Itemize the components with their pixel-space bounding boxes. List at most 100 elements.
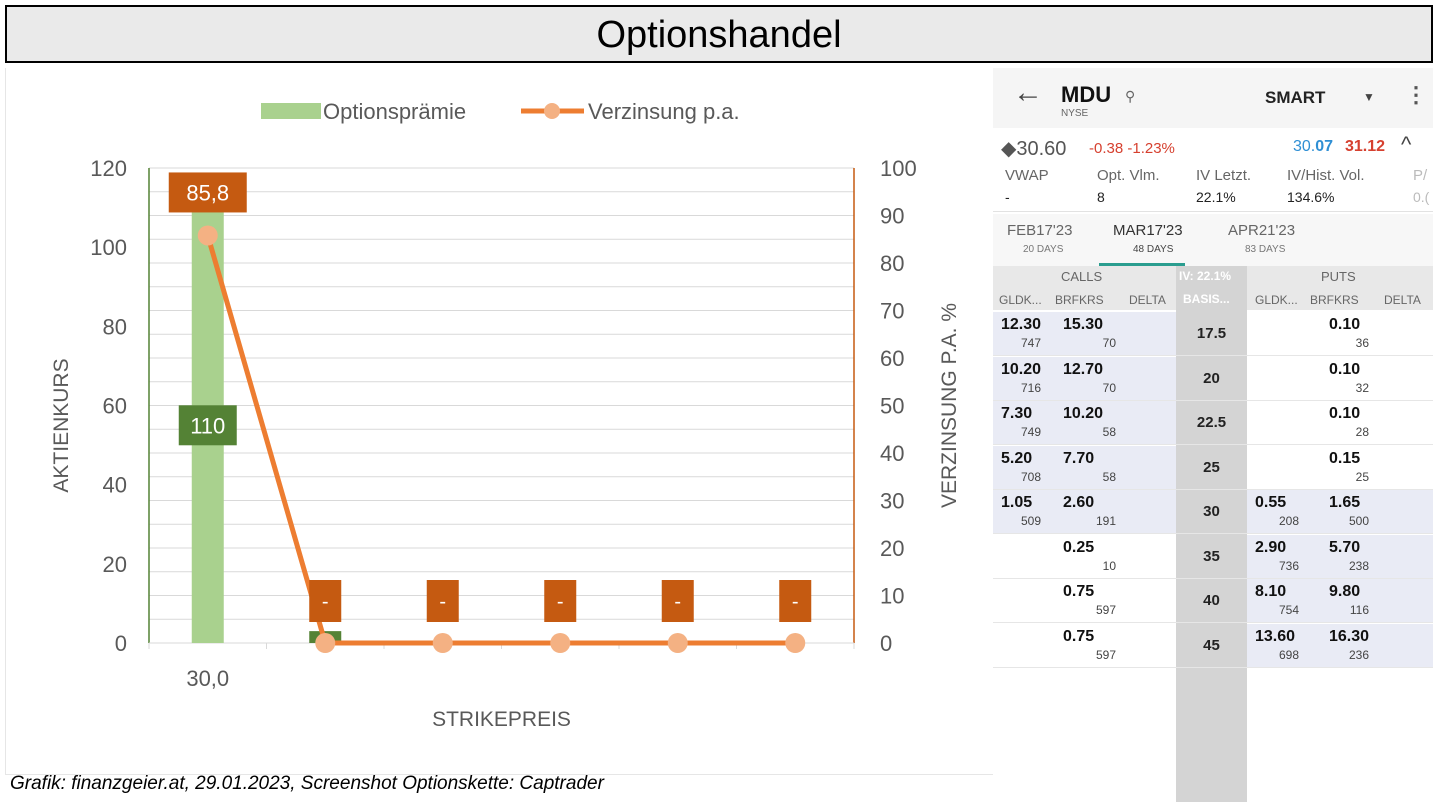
strike-value: 25 [1203, 458, 1220, 476]
tab-expiry[interactable]: APR21'23 [1228, 222, 1296, 239]
call-ask: 2.60 [1063, 494, 1095, 511]
col-put-bid: GLDK... [1255, 293, 1298, 307]
chart-area: 0 20 40 60 80 100 120 0 10 20 30 40 50 60 70 80 90 100 30,… [5, 68, 994, 775]
chain-row[interactable]: 7.30 749 10.20 58 22.5 0.10 28 [993, 401, 1433, 445]
tab-expiry-days: 20 DAYS [1023, 244, 1064, 255]
option-chain-screenshot: ← MDU ⚲ NYSE SMART ▼ ⋮ ◆30.60 -0.38 -1.2… [993, 68, 1433, 802]
strike-value: 30 [1203, 503, 1220, 520]
y-tick-label: 120 [90, 156, 127, 181]
collapse-icon[interactable]: ^ [1401, 132, 1412, 157]
put-bid-size: 698 [1278, 647, 1299, 662]
line-data-label: - [322, 591, 329, 613]
tab-expiry[interactable]: FEB17'23 [1007, 222, 1073, 239]
call-ask-size: 58 [1102, 425, 1116, 439]
line-label-box [779, 580, 812, 622]
row-divider [993, 533, 1433, 534]
call-bid-size: 749 [1020, 425, 1041, 439]
phone-header: ← MDU ⚲ NYSE SMART ▼ ⋮ [993, 68, 1433, 128]
col-put-ask: BRFKRS [1310, 293, 1359, 307]
strike-value: 40 [1203, 592, 1220, 609]
route-selector[interactable]: SMART [1265, 88, 1326, 107]
put-ask: 0.10 [1329, 316, 1361, 333]
stat-value: 134.6% [1287, 189, 1335, 205]
chain-row[interactable]: 12.30 747 15.30 70 17.5 0.10 36 [993, 312, 1433, 356]
itm-shade-puts [1247, 623, 1433, 667]
call-ask-size: 597 [1095, 647, 1116, 662]
credit-note: Grafik: finanzgeier.at, 29.01.2023, Scre… [10, 773, 604, 794]
chain-row[interactable]: 5.20 708 7.70 58 25 0.15 25 [993, 445, 1433, 490]
y-tick-label: 60 [103, 394, 127, 419]
line-label-box [544, 580, 577, 622]
put-bid: 2.90 [1255, 538, 1287, 556]
legend-swatch-bar [261, 103, 321, 119]
y2-tick-label: 90 [880, 204, 904, 229]
put-ask-size: 116 [1349, 603, 1369, 617]
call-bid: 12.30 [1001, 316, 1042, 333]
col-put-delta: DELTA [1384, 293, 1421, 307]
row-divider [993, 622, 1433, 623]
line-data-label: - [439, 591, 446, 613]
call-bid-size: 716 [1020, 380, 1041, 395]
more-menu-icon[interactable]: ⋮ [1405, 82, 1427, 107]
stat-value: 22.1% [1196, 189, 1236, 205]
call-bid: 1.05 [1001, 494, 1033, 511]
iv-label: IV: 22.1% [1179, 269, 1232, 283]
line-label-box [168, 172, 247, 213]
y2-axis-title: VERZINSUNG P.A. % [938, 303, 961, 508]
chain-row[interactable]: 1.05 509 2.60 191 30 0.55 208 1.65 500 [993, 490, 1433, 534]
chart: 0 20 40 60 80 100 120 0 10 20 30 40 50 60 70 80 90 100 30,… [50, 99, 961, 731]
legend-label: Optionsprämie [323, 99, 466, 124]
call-ask: 10.20 [1063, 405, 1104, 422]
call-ask-size: 70 [1102, 380, 1116, 395]
line-series [205, 234, 796, 646]
row-divider [993, 399, 1433, 401]
chain-row[interactable]: 0.25 10 35 2.90 736 5.70 238 [993, 534, 1433, 579]
y2-tick-label: 40 [880, 441, 904, 466]
bid-prefix: 30. [1293, 138, 1316, 155]
strike-value: 45 [1203, 636, 1220, 654]
line-point [197, 225, 218, 246]
call-ask: 0.75 [1063, 627, 1095, 645]
y2-tick-label: 70 [880, 299, 904, 324]
call-ask: 12.70 [1063, 360, 1104, 378]
y2-tick-label: 60 [880, 346, 904, 371]
chain-row[interactable]: 0.75 597 45 13.60 698 16.30 236 [993, 623, 1433, 668]
y2-tick-label: 0 [880, 631, 892, 656]
call-bid: 5.20 [1001, 449, 1033, 467]
col-call-ask: BRFKRS [1055, 293, 1104, 307]
x-tick-label: 30,0 [186, 666, 229, 691]
put-ask: 9.80 [1329, 583, 1361, 600]
call-bid-size: 708 [1020, 469, 1041, 484]
stat-label: Opt. Vlm. [1097, 167, 1160, 184]
chain-row[interactable]: 10.20 716 12.70 70 20 0.10 32 [993, 356, 1433, 401]
line-point [432, 633, 453, 653]
put-ask-size: 238 [1348, 558, 1369, 573]
line-label-box [661, 580, 694, 622]
call-bid-size: 747 [1020, 336, 1041, 350]
tab-expiry[interactable]: MAR17'23 [1113, 222, 1183, 239]
chevron-down-icon[interactable]: ▼ [1363, 90, 1375, 104]
back-arrow-icon[interactable]: ← [1013, 76, 1043, 109]
tab-expiry-days: 48 DAYS [1133, 244, 1174, 255]
line-data-label: - [674, 591, 681, 613]
itm-shade-calls [993, 356, 1176, 400]
legend-label: Verzinsung p.a. [588, 99, 740, 124]
itm-shade-calls [993, 312, 1176, 355]
line-data-label: 85,8 [186, 180, 229, 205]
call-ask: 0.75 [1063, 583, 1095, 600]
row-divider [993, 355, 1433, 356]
stat-label: IV/Hist. Vol. [1287, 167, 1365, 184]
call-ask-size: 191 [1095, 514, 1116, 528]
call-bid-size: 509 [1020, 514, 1041, 528]
y-tick-label: 80 [103, 314, 127, 339]
search-icon[interactable]: ⚲ [1125, 88, 1136, 104]
line-label-box [309, 580, 342, 622]
y-tick-label: 20 [103, 552, 127, 577]
y2-tick-label: 20 [880, 536, 904, 561]
call-bid: 10.20 [1001, 360, 1042, 378]
put-bid-size: 736 [1278, 558, 1299, 573]
active-tab-indicator [1099, 263, 1185, 266]
col-basis: BASIS... [1183, 292, 1230, 306]
put-ask: 0.15 [1329, 449, 1361, 467]
chain-row[interactable]: 0.75 597 40 8.10 754 9.80 116 [993, 579, 1433, 623]
